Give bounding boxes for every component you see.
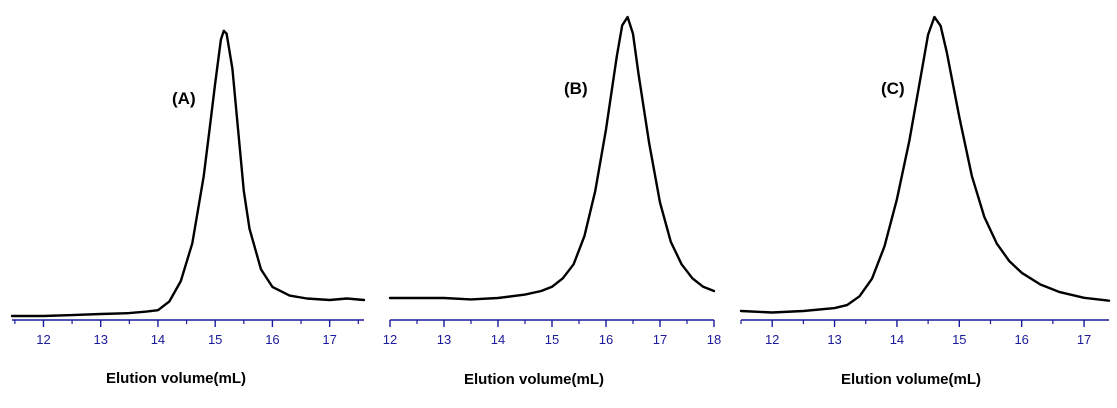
x-tick-label: 17 xyxy=(653,332,667,347)
x-tick-label: 18 xyxy=(707,332,721,347)
chart-panel-c: 12 13 14 15 16 17 (C) Elution volume(mL) xyxy=(739,15,1111,388)
chromatogram-curve xyxy=(10,29,366,318)
x-tick-label: 17 xyxy=(322,332,336,347)
panel-label: (A) xyxy=(172,89,196,108)
x-tick-label: 16 xyxy=(265,332,279,347)
x-tick-label: 17 xyxy=(1077,332,1091,347)
panel-label: (C) xyxy=(881,79,905,98)
x-tick-label: 16 xyxy=(599,332,613,347)
x-tick-label: 12 xyxy=(36,332,50,347)
x-tick-label: 14 xyxy=(151,332,165,347)
x-tick-label: 16 xyxy=(1014,332,1028,347)
chart-panel-a: 12 13 14 15 16 17 (A) Elution volume(mL) xyxy=(10,29,366,387)
x-tick-label: 13 xyxy=(93,332,107,347)
panel-label: (B) xyxy=(564,79,588,98)
x-tick-label: 13 xyxy=(437,332,451,347)
chromatogram-curve xyxy=(739,15,1111,314)
x-tick-label: 14 xyxy=(890,332,904,347)
x-axis-label: Elution volume(mL) xyxy=(106,370,246,387)
x-tick-label: 15 xyxy=(208,332,222,347)
chromatogram-curve xyxy=(388,15,716,301)
chart-panel-b: 12 13 14 15 16 17 18 (B) Elution volume(mL) xyxy=(383,15,721,388)
x-axis-label: Elution volume(mL) xyxy=(841,371,981,388)
x-tick-label: 15 xyxy=(545,332,559,347)
x-tick-label: 12 xyxy=(765,332,779,347)
x-axis-label: Elution volume(mL) xyxy=(464,371,604,388)
x-tick-label: 15 xyxy=(952,332,966,347)
x-tick-label: 13 xyxy=(827,332,841,347)
x-tick-label: 12 xyxy=(383,332,397,347)
x-tick-label: 14 xyxy=(491,332,505,347)
